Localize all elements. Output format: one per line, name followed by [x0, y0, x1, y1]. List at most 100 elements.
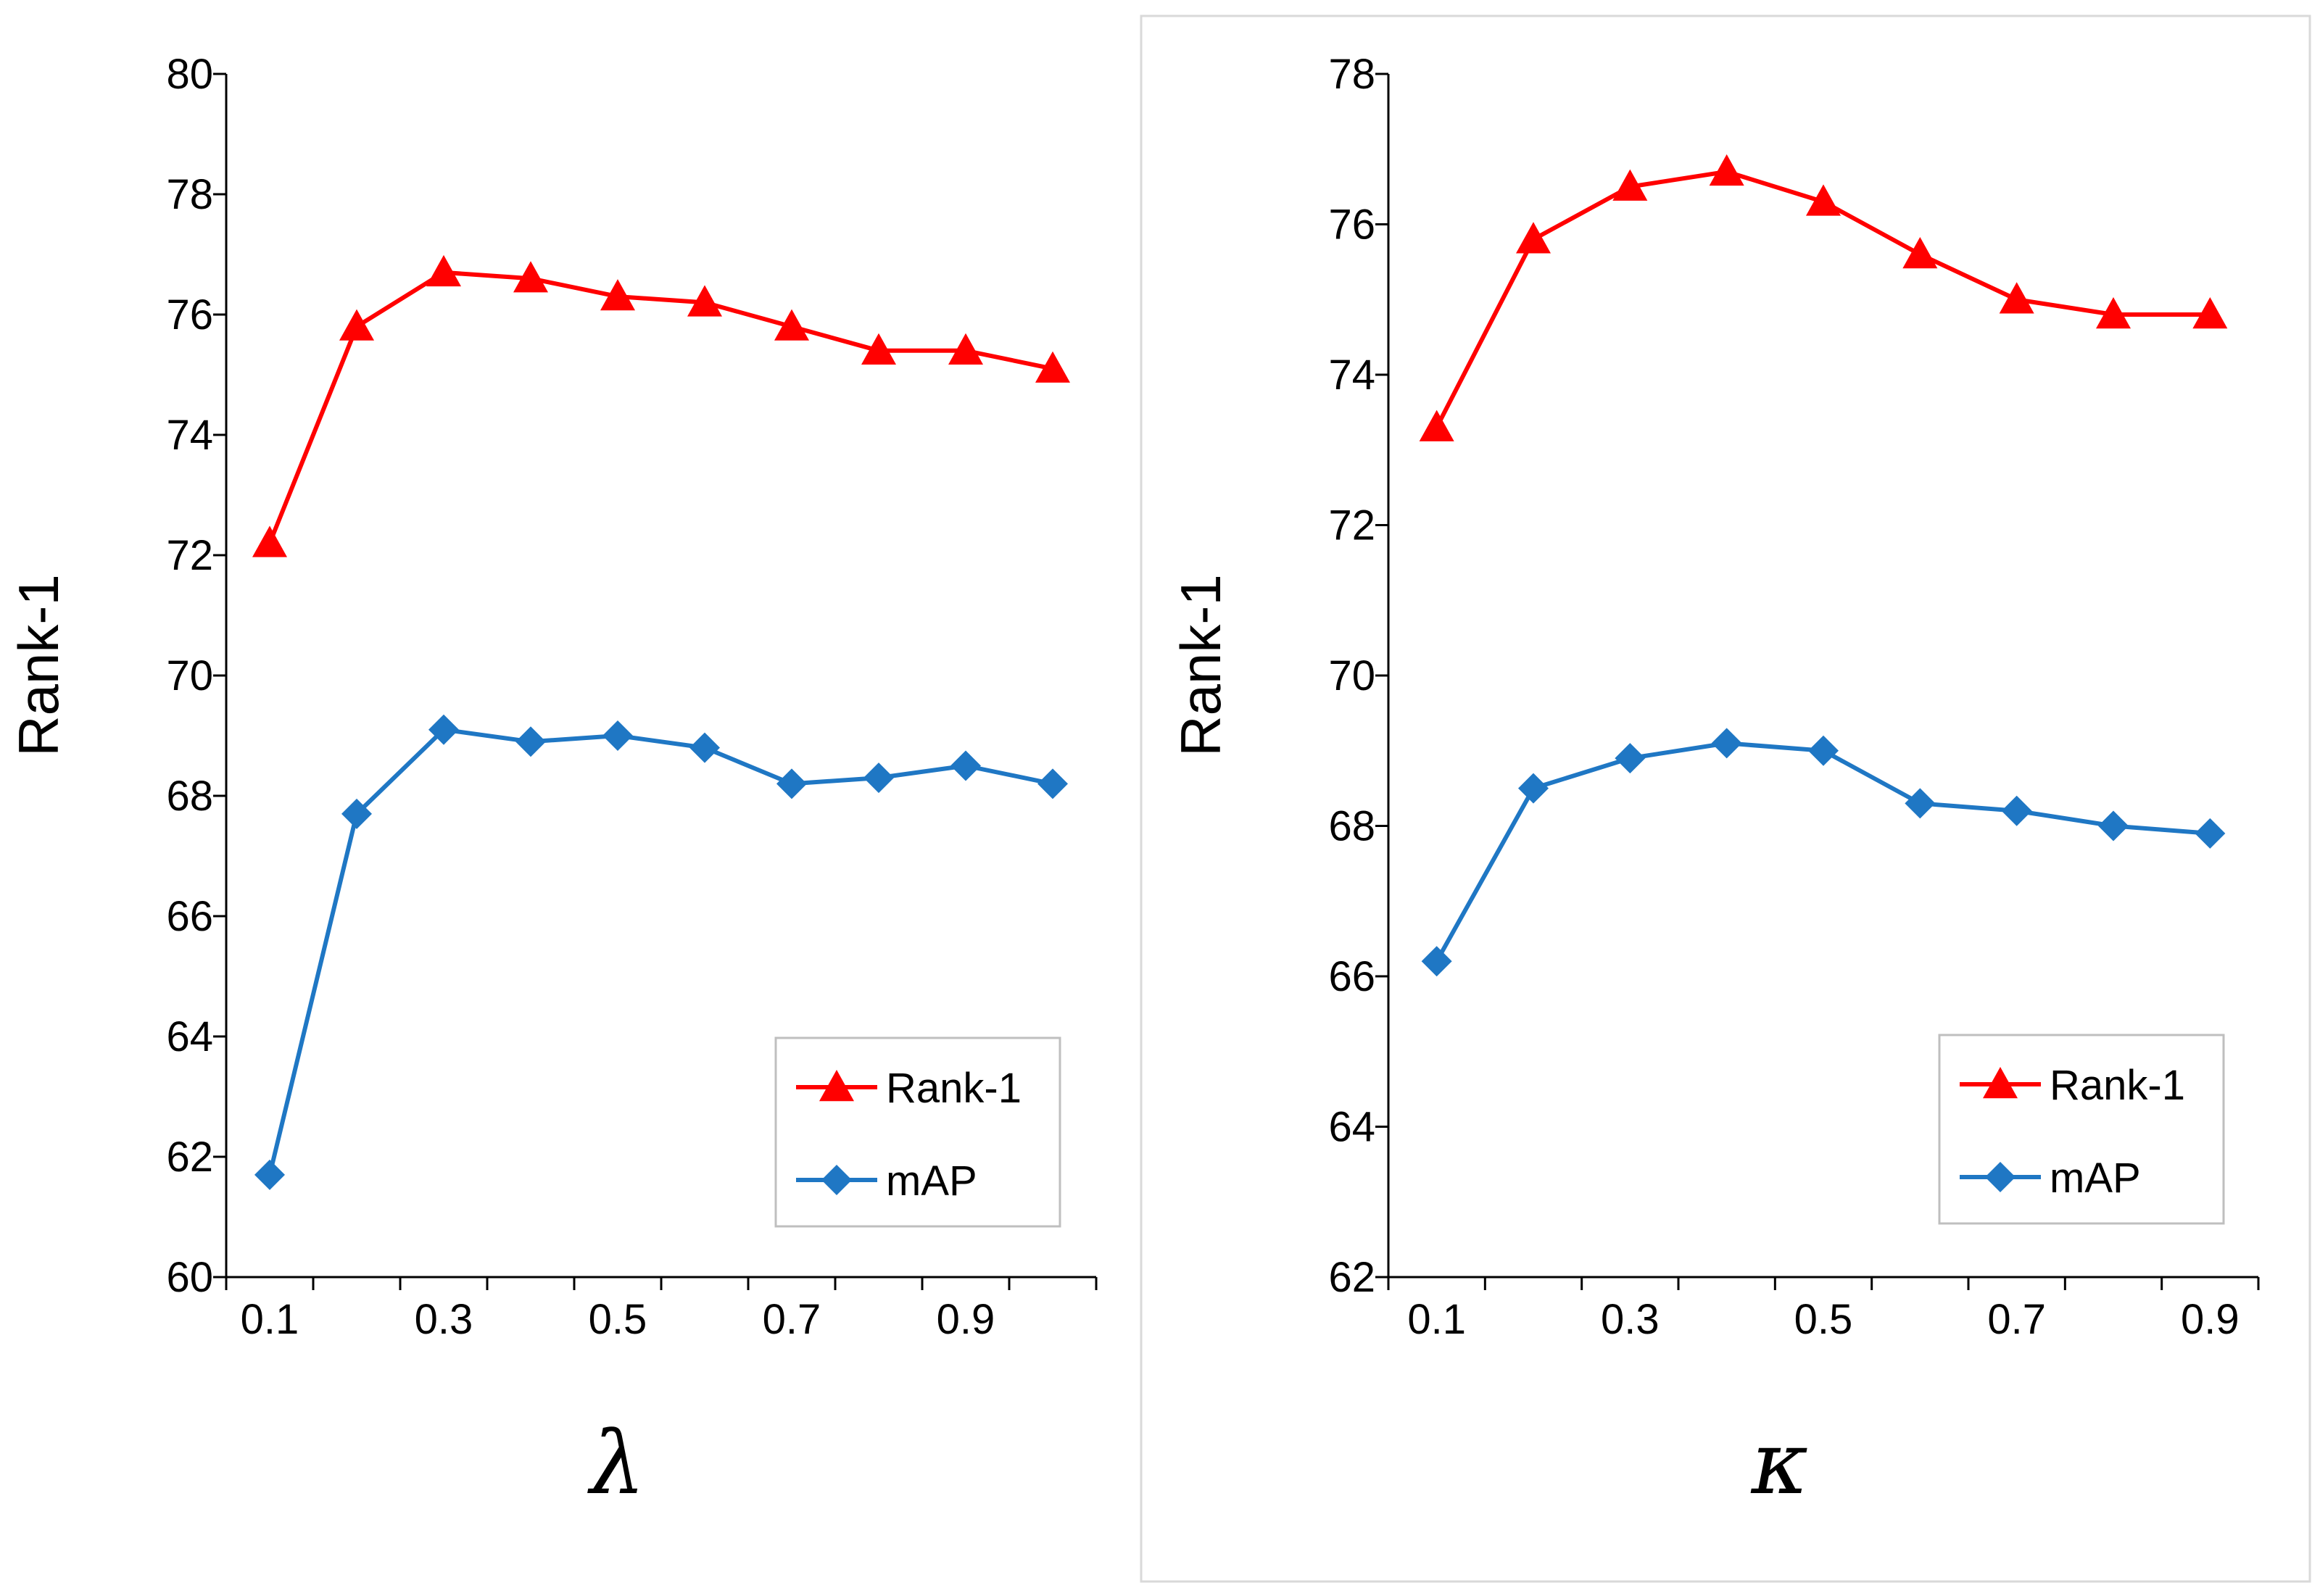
series-rank-1 — [1419, 154, 2228, 441]
data-point-map — [863, 762, 894, 794]
x-tick-label: 0.1 — [1407, 1296, 1466, 1343]
legend-item-rank-1: Rank-1 — [1960, 1062, 2185, 1109]
data-point-map — [1711, 728, 1742, 759]
x-tick-label: 0.7 — [763, 1296, 821, 1343]
data-point-rank-1 — [2096, 297, 2131, 329]
data-point-rank-1 — [1419, 410, 1454, 441]
x-tick-label: 0.3 — [415, 1296, 473, 1343]
legend-label: Rank-1 — [886, 1065, 1022, 1112]
y-tick-label: 64 — [1328, 1104, 1375, 1151]
legend-marker — [821, 1165, 852, 1195]
data-point-map — [1905, 788, 1936, 819]
x-tick-label: 0.5 — [1794, 1296, 1853, 1343]
data-point-map — [1037, 768, 1068, 799]
data-point-map — [1808, 735, 1839, 766]
x-tick-label: 0.1 — [241, 1296, 299, 1343]
series-line — [1435, 741, 2211, 963]
legend-marker — [819, 1070, 854, 1102]
right-panel-frame — [1140, 14, 2311, 1583]
data-point-map — [689, 732, 720, 763]
data-point-rank-1 — [600, 279, 635, 311]
data-point-rank-1 — [426, 254, 461, 287]
y-tick-label: 72 — [1328, 502, 1375, 549]
data-point-map — [2001, 795, 2032, 826]
series-line — [268, 727, 1053, 1176]
chart-panel-1: 60 62 64 66 68 70 72 74 76 78 80 0.1 0.3 0.5 0.7 0.9 Ran… — [7, 51, 1098, 1514]
data-point-rank-1 — [252, 525, 287, 557]
data-point-rank-1 — [861, 333, 896, 365]
y-axis-title: Rank-1 — [1169, 574, 1232, 756]
data-point-map — [776, 768, 807, 799]
y-tick-label: 62 — [1328, 1254, 1375, 1301]
y-tick-label: 78 — [166, 171, 213, 218]
data-point-rank-1 — [1709, 154, 1744, 186]
data-point-rank-1 — [1806, 184, 1841, 216]
data-point-map — [2098, 810, 2129, 841]
y-tick-label: 76 — [166, 291, 213, 338]
data-point-map — [428, 714, 459, 745]
x-tick-label: 0.5 — [589, 1296, 647, 1343]
data-point-rank-1 — [1612, 169, 1648, 201]
data-point-map — [1518, 773, 1549, 804]
x-tick-label: 0.9 — [2181, 1296, 2240, 1343]
y-tick-label: 64 — [166, 1013, 213, 1060]
data-point-rank-1 — [1035, 351, 1070, 383]
data-point-map — [515, 726, 546, 757]
data-point-rank-1 — [2192, 297, 2228, 329]
y-tick-label: 68 — [1328, 803, 1375, 850]
y-tick-label: 68 — [166, 773, 213, 820]
y-tick-label: 66 — [1328, 953, 1375, 1000]
x-axis-title: λ — [587, 1413, 645, 1514]
data-point-rank-1 — [513, 261, 548, 293]
y-tick-label: 80 — [166, 51, 213, 98]
legend-item-rank-1: Rank-1 — [796, 1065, 1022, 1112]
series-map — [254, 714, 1068, 1190]
y-tick-label: 78 — [1328, 51, 1375, 98]
y-tick-label: 74 — [166, 412, 213, 459]
legend-label: mAP — [886, 1157, 977, 1205]
data-point-map — [950, 750, 981, 781]
series-line — [268, 270, 1053, 544]
data-point-map — [341, 798, 372, 829]
data-point-rank-1 — [774, 309, 809, 341]
series-rank-1 — [252, 254, 1070, 557]
y-tick-label: 72 — [166, 532, 213, 579]
data-point-map — [602, 720, 633, 751]
data-point-rank-1 — [1902, 237, 1938, 269]
legend-label: Rank-1 — [2050, 1062, 2185, 1109]
y-tick-label: 76 — [1328, 201, 1375, 249]
data-point-rank-1 — [1999, 282, 2034, 314]
legend-box — [774, 1036, 1061, 1228]
data-point-map — [2195, 818, 2226, 849]
legend-item-map: mAP — [1960, 1155, 2141, 1202]
data-point-map — [1421, 946, 1452, 977]
data-point-rank-1 — [339, 309, 374, 341]
series-map — [1421, 728, 2226, 977]
y-tick-label: 66 — [166, 893, 213, 940]
legend: Rank-1 mAP — [1938, 1034, 2225, 1225]
y-tick-label: 74 — [1328, 352, 1375, 399]
x-tick-label: 0.3 — [1601, 1296, 1660, 1343]
y-tick-label: 70 — [1328, 652, 1375, 699]
y-axis-title: Rank-1 — [7, 574, 70, 756]
data-point-rank-1 — [687, 285, 722, 317]
chart-panel-2: 62 64 66 68 70 72 74 76 78 0.1 0.3 0.5 0.7 0.9 Rank-1 κ… — [1169, 51, 2260, 1514]
legend-box — [1938, 1034, 2225, 1225]
y-tick-label: 62 — [166, 1134, 213, 1181]
legend-marker — [1985, 1162, 2016, 1192]
legend-label: mAP — [2050, 1155, 2141, 1202]
data-point-map — [254, 1159, 285, 1190]
y-tick-label: 60 — [166, 1254, 213, 1301]
y-tick-label: 70 — [166, 652, 213, 699]
data-point-map — [1615, 743, 1646, 774]
legend-marker — [1983, 1067, 2018, 1099]
x-tick-label: 0.9 — [937, 1296, 995, 1343]
legend: Rank-1 mAP — [774, 1036, 1061, 1228]
legend-item-map: mAP — [796, 1157, 977, 1205]
data-point-rank-1 — [948, 333, 983, 365]
x-axis-title: κ — [1750, 1413, 1809, 1514]
x-tick-label: 0.7 — [1987, 1296, 2046, 1343]
data-point-rank-1 — [1516, 222, 1551, 254]
